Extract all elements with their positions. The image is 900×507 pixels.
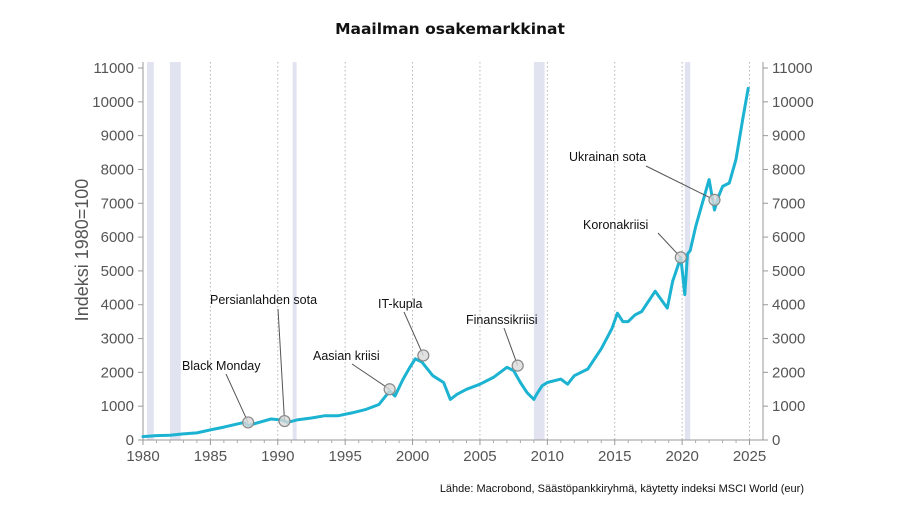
x-tick-label: 2025	[733, 448, 766, 465]
annotation-marker	[511, 359, 524, 372]
x-tick-label: 1995	[328, 448, 361, 465]
annotation-leader	[645, 165, 715, 201]
y-tick-label-left: 1000	[101, 398, 134, 415]
y-tick-label-left: 0	[126, 432, 134, 449]
y-tick-label-right: 8000	[772, 161, 805, 178]
shaded-period	[684, 62, 691, 440]
x-tick-label: 2010	[531, 448, 564, 465]
y-tick-label-left: 5000	[101, 263, 134, 280]
annotation-marker	[708, 193, 721, 206]
y-tick-label-right: 7000	[772, 195, 805, 212]
y-tick-label-right: 5000	[772, 263, 805, 280]
y-tick-label-left: 8000	[101, 161, 134, 178]
x-tick-label: 2000	[396, 448, 429, 465]
shaded-period	[533, 62, 545, 440]
y-tick-label-left: 9000	[101, 128, 134, 145]
y-tick-label-right: 0	[772, 432, 780, 449]
source-note: Lähde: Macrobond, Säästöpankkiryhmä, käy…	[439, 483, 804, 495]
y-tick-label-left: 3000	[101, 331, 134, 348]
x-tick-label: 1985	[194, 448, 227, 465]
annotation-marker	[278, 414, 291, 428]
y-tick-label-left: 10000	[92, 94, 134, 111]
annotation-label: Persianlahden sota	[210, 293, 317, 307]
x-tick-label: 2015	[598, 448, 631, 465]
annotation-leader	[277, 308, 286, 422]
annotation-marker	[242, 416, 255, 429]
annotation-label: Ukrainan sota	[569, 150, 646, 164]
annotation-leader	[351, 363, 390, 390]
annotation-marker	[417, 349, 430, 362]
y-tick-label-left: 7000	[101, 195, 134, 212]
annotation-label: Black Monday	[182, 359, 261, 373]
y-tick-label-right: 6000	[772, 229, 805, 246]
annotations: Black Monday Persianlahden sota Aasian kri…	[182, 150, 721, 429]
y-tick-label-right: 2000	[772, 364, 805, 381]
y-tick-label-left: 6000	[101, 229, 134, 246]
x-tick-label: 1980	[126, 448, 159, 465]
shaded-periods	[147, 62, 691, 440]
y-tick-label-left: 11000	[93, 60, 134, 77]
series-line	[141, 86, 750, 439]
y-tick-label-right: 11000	[772, 60, 813, 77]
shaded-period	[292, 62, 297, 440]
annotation-leader	[503, 327, 519, 366]
series-path	[141, 86, 750, 439]
y-tick-label-right: 9000	[772, 128, 805, 145]
x-tick-label: 2020	[665, 448, 698, 465]
annotation-leader	[403, 311, 424, 356]
annotation-label: Finanssikriisi	[466, 313, 538, 327]
chart-title: Maailman osakemarkkinat	[335, 20, 565, 38]
shaded-period	[169, 62, 181, 440]
y-tick-label-right: 1000	[772, 398, 805, 415]
annotation-label: IT-kupla	[378, 297, 423, 311]
annotation-leader	[225, 373, 249, 423]
annotation-label: Aasian kriisi	[313, 349, 380, 363]
y-tick-label-left: 4000	[101, 297, 134, 314]
grid	[209, 62, 751, 440]
y-tick-label-right: 10000	[772, 94, 814, 111]
annotation-marker	[383, 383, 396, 396]
y-axis-label: Indeksi 1980=100	[72, 179, 92, 322]
shaded-period	[147, 62, 154, 440]
y-tick-label-left: 2000	[101, 364, 134, 381]
y-tick-label-right: 4000	[772, 297, 805, 314]
y-tick-label-right: 3000	[772, 331, 805, 348]
axes: 0 0 1000 1000 2000 2000 3000 3000 4000 4000 5000 50…	[92, 60, 813, 465]
x-tick-label: 2005	[463, 448, 496, 465]
x-tick-label: 1990	[261, 448, 294, 465]
annotation-label: Koronakriisi	[583, 218, 648, 232]
annotation-marker	[674, 251, 687, 264]
